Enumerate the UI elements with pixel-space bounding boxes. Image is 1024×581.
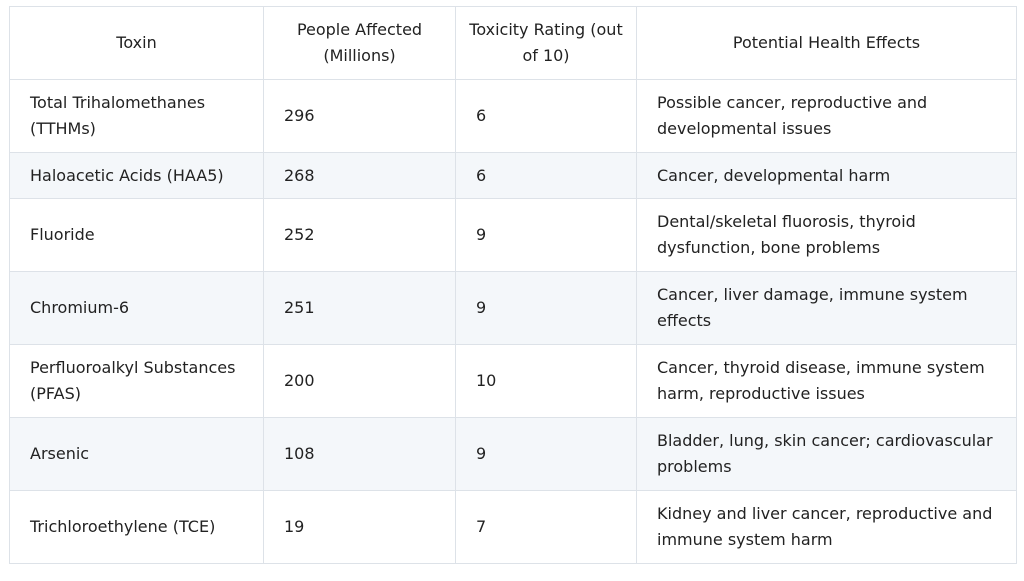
cell-rating: 6	[455, 79, 637, 153]
cell-toxin: Haloacetic Acids (HAA5)	[9, 152, 264, 199]
cell-rating: 9	[455, 198, 637, 272]
cell-effects: Possible cancer, reproductive and develo…	[636, 79, 1017, 153]
cell-people: 268	[263, 152, 456, 199]
cell-effects: Dental/skeletal fluorosis, thyroid dysfu…	[636, 198, 1017, 272]
header-people-affected: People Affected (Millions)	[263, 6, 456, 80]
cell-effects: Kidney and liver cancer, reproductive an…	[636, 490, 1017, 564]
toxin-table-container: Toxin People Affected (Millions) Toxicit…	[9, 6, 1017, 564]
cell-rating: 7	[455, 490, 637, 564]
cell-effects: Cancer, developmental harm	[636, 152, 1017, 199]
cell-rating: 6	[455, 152, 637, 199]
cell-rating: 9	[455, 417, 637, 491]
cell-toxin: Arsenic	[9, 417, 264, 491]
cell-rating: 9	[455, 271, 637, 345]
cell-effects: Cancer, thyroid disease, immune system h…	[636, 344, 1017, 418]
cell-rating: 10	[455, 344, 637, 418]
cell-effects: Cancer, liver damage, immune system effe…	[636, 271, 1017, 345]
header-effects-label: Potential Health Effects	[732, 33, 921, 52]
header-rating-label: Toxicity Rating (out of 10)	[469, 20, 623, 65]
table-row: Trichloroethylene (TCE) 19 7 Kidney and …	[9, 490, 1017, 564]
table-header: Toxin People Affected (Millions) Toxicit…	[9, 6, 1017, 80]
header-toxin-label: Toxin	[116, 33, 157, 52]
cell-people: 19	[263, 490, 456, 564]
cell-people: 108	[263, 417, 456, 491]
toxin-table: Toxin People Affected (Millions) Toxicit…	[9, 6, 1017, 564]
cell-effects: Bladder, lung, skin cancer; cardiovascul…	[636, 417, 1017, 491]
header-toxicity-rating: Toxicity Rating (out of 10)	[455, 6, 637, 80]
cell-toxin: Trichloroethylene (TCE)	[9, 490, 264, 564]
table-row: Haloacetic Acids (HAA5) 268 6 Cancer, de…	[9, 152, 1017, 199]
table-row: Chromium-6 251 9 Cancer, liver damage, i…	[9, 271, 1017, 345]
table-row: Fluoride 252 9 Dental/skeletal fluorosis…	[9, 198, 1017, 272]
header-toxin: Toxin	[9, 6, 264, 80]
cell-toxin: Chromium-6	[9, 271, 264, 345]
cell-people: 251	[263, 271, 456, 345]
header-row: Toxin People Affected (Millions) Toxicit…	[9, 6, 1017, 80]
table-body: Total Trihalomethanes (TTHMs) 296 6 Poss…	[9, 79, 1017, 564]
cell-people: 296	[263, 79, 456, 153]
table-row: Arsenic 108 9 Bladder, lung, skin cancer…	[9, 417, 1017, 491]
cell-toxin: Fluoride	[9, 198, 264, 272]
cell-people: 200	[263, 344, 456, 418]
cell-people: 252	[263, 198, 456, 272]
table-row: Perfluoroalkyl Substances (PFAS) 200 10 …	[9, 344, 1017, 418]
header-health-effects: Potential Health Effects	[636, 6, 1017, 80]
cell-toxin: Perfluoroalkyl Substances (PFAS)	[9, 344, 264, 418]
cell-toxin: Total Trihalomethanes (TTHMs)	[9, 79, 264, 153]
table-row: Total Trihalomethanes (TTHMs) 296 6 Poss…	[9, 79, 1017, 153]
header-people-label: People Affected (Millions)	[296, 20, 423, 65]
